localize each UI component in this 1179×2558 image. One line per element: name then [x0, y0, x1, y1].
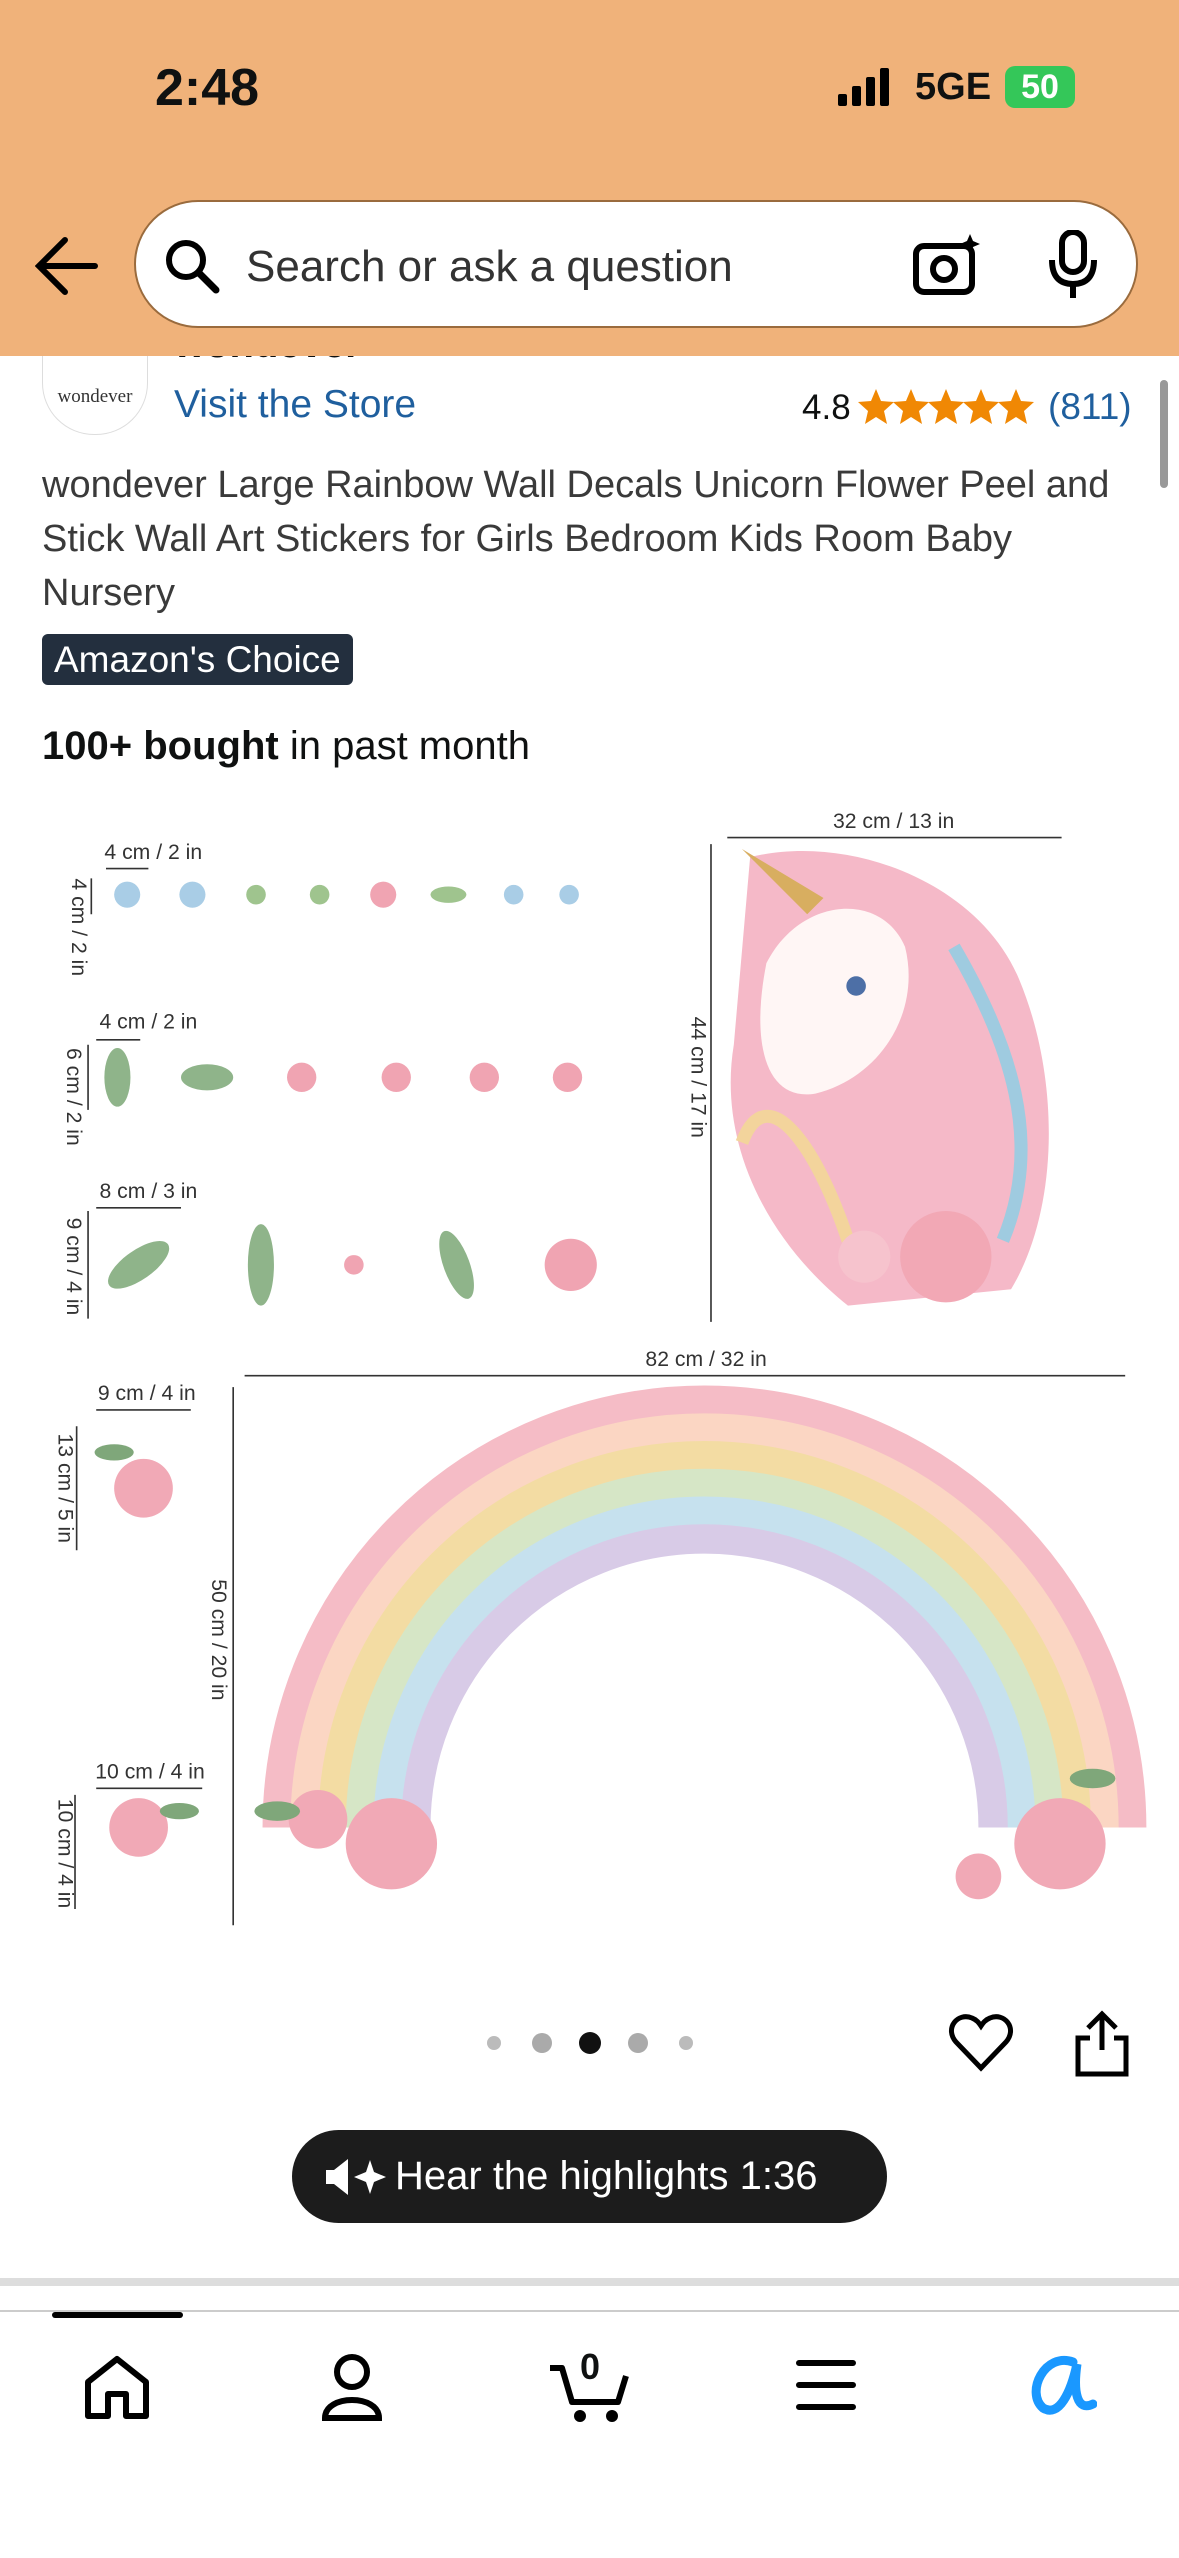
wishlist-button[interactable] [948, 2012, 1014, 2074]
signal-icon [838, 68, 889, 106]
header: 2:48 5GE 50 Search or ask a question [0, 0, 1179, 356]
dimension-label: 9 cm / 4 in [98, 1382, 196, 1405]
home-tab[interactable] [82, 2354, 152, 2420]
share-button[interactable] [1074, 2010, 1130, 2078]
dimension-label: 13 cm / 5 in [54, 1433, 77, 1543]
dimension-label: 10 cm / 4 in [95, 1761, 205, 1784]
dimension-label: 9 cm / 4 in [62, 1218, 85, 1316]
store-logo[interactable]: wondever [42, 352, 148, 435]
review-count[interactable]: (811) [1048, 386, 1132, 427]
bottom-nav: 0 [0, 2310, 1179, 2558]
page-dots [487, 2032, 693, 2054]
audio-label: Hear the highlights 1:36 [395, 2154, 818, 2198]
search-placeholder: Search or ask a question [246, 242, 733, 291]
store-link[interactable]: Visit the Store [174, 383, 417, 426]
bought-rest: in past month [289, 724, 530, 768]
dimension-label: 50 cm / 20 in [207, 1579, 230, 1700]
product-title: wondever Large Rainbow Wall Decals Unico… [42, 464, 1110, 614]
account-tab[interactable] [320, 2352, 384, 2422]
dimension-label: 32 cm / 13 in [833, 810, 954, 833]
dimension-label: 10 cm / 4 in [54, 1799, 77, 1909]
camera-icon[interactable] [912, 232, 982, 298]
battery: 50 [1005, 66, 1075, 108]
menu-tab[interactable] [795, 2357, 857, 2413]
dimension-label: 44 cm / 17 in [686, 1017, 709, 1138]
stars [858, 389, 1034, 424]
search-bar[interactable]: Search or ask a question [134, 200, 1138, 328]
audio-button[interactable]: Hear the highlights 1:36 [292, 2130, 887, 2223]
product-image[interactable]: 4 cm / 2 in 4 cm / 2 in 8 cm / 3 in 32 cm /… [0, 800, 1179, 1958]
network: 5GE [915, 66, 992, 108]
cart-count: 0 [580, 2346, 601, 2387]
audio-icon [326, 2159, 386, 2195]
cart-tab[interactable] [548, 2350, 634, 2426]
rating: 4.8 [802, 388, 851, 427]
status-time: 2:48 [155, 59, 260, 117]
dimension-label: 8 cm / 3 in [100, 1180, 198, 1203]
divider [0, 2278, 1179, 2286]
dimension-label: 4 cm / 2 in [100, 1010, 198, 1033]
bought-line: 100+ bought in past month [42, 724, 530, 769]
dimension-label: 4 cm / 2 in [104, 841, 202, 864]
dimension-label: 6 cm / 2 in [62, 1048, 85, 1146]
logo-text: wondever [57, 386, 133, 407]
tab-indicator [52, 2312, 183, 2318]
badge: Amazon's Choice [42, 634, 353, 685]
search-icon [166, 240, 220, 294]
back-button[interactable] [35, 236, 99, 296]
assistant-tab[interactable] [1025, 2352, 1097, 2418]
mic-icon[interactable] [1048, 230, 1100, 300]
bought-bold: 100+ bought [42, 724, 279, 768]
scrollbar [1160, 380, 1168, 488]
dimension-label: 4 cm / 2 in [67, 878, 90, 976]
dimension-label: 82 cm / 32 in [645, 1348, 766, 1371]
